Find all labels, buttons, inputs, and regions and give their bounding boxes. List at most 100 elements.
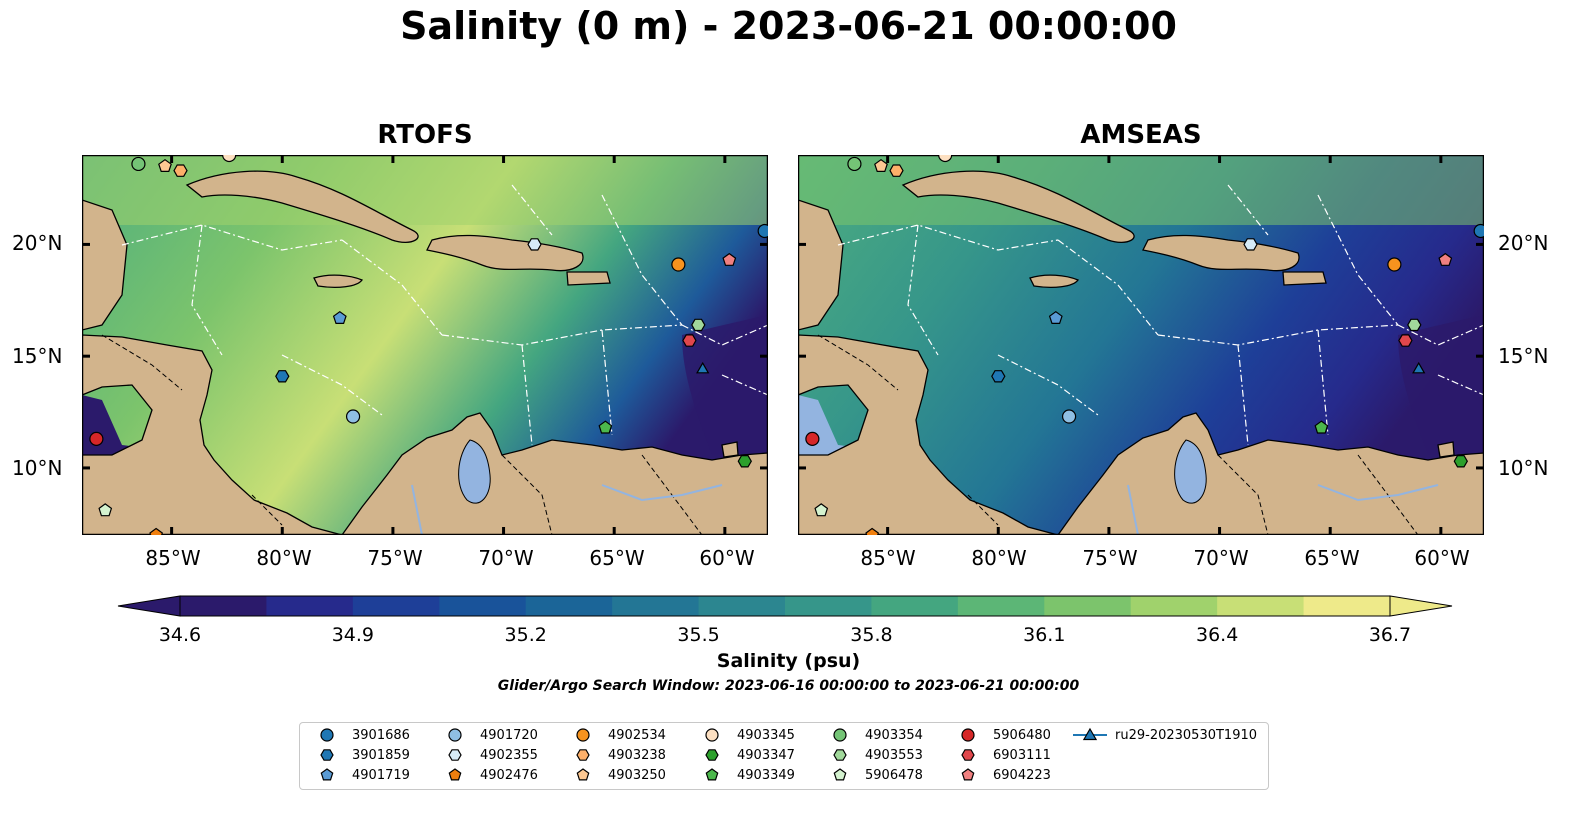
- legend-label: 4903345: [737, 727, 795, 743]
- legend-label: 4903347: [737, 747, 795, 763]
- circle-marker-icon: [705, 728, 719, 742]
- obs-marker-5906478[interactable]: [98, 503, 113, 517]
- lon-label-80w-left: 80°W: [256, 546, 312, 570]
- lon-label-75w-left: 75°W: [367, 546, 423, 570]
- legend-label: 4901720: [480, 727, 538, 743]
- obs-marker-4903349[interactable]: [598, 420, 613, 434]
- obs-marker-4902355[interactable]: [527, 238, 542, 251]
- obs-marker-4902534[interactable]: [671, 257, 686, 272]
- legend-item-5906480: 5906480: [951, 726, 1051, 744]
- obs-marker-4903238[interactable]: [173, 164, 188, 177]
- obs-marker-ru29-20230530T1910[interactable]: [696, 361, 710, 374]
- legend-label: 4902476: [480, 767, 538, 783]
- obs-marker-3901686[interactable]: [1473, 223, 1484, 239]
- legend: 3901686 3901859 4901719 4901720 4902355 49024…: [299, 722, 1269, 790]
- legend-item-3901859: 3901859: [310, 746, 410, 764]
- legend-item-4901719: 4901719: [310, 766, 410, 784]
- triangle-line-marker-icon: [1073, 727, 1107, 741]
- legend-label: 4903238: [608, 747, 666, 763]
- obs-marker-6903111[interactable]: [682, 334, 697, 347]
- obs-marker-4903347[interactable]: [737, 455, 752, 468]
- salinity-colorbar: [117, 595, 1453, 617]
- rtofs-salinity-map[interactable]: [82, 155, 768, 535]
- obs-marker-4901719[interactable]: [332, 310, 347, 324]
- legend-label: 4902355: [480, 747, 538, 763]
- amseas-salinity-map[interactable]: [798, 155, 1484, 535]
- obs-marker-4903250[interactable]: [874, 158, 888, 172]
- colorbar-tick-label: 34.9: [331, 624, 374, 646]
- legend-item-ru29-20230530T1910: ru29-20230530T1910: [1073, 726, 1257, 744]
- obs-marker-ru29-20230530T1910[interactable]: [1412, 361, 1426, 374]
- lon-label-85w-left: 85°W: [145, 546, 201, 570]
- pentagon-marker-icon: [833, 768, 847, 781]
- lat-label-15n-left: 15°N: [12, 344, 63, 368]
- obs-marker-4902476[interactable]: [149, 527, 164, 536]
- legend-item-4901720: 4901720: [438, 726, 538, 744]
- legend-item-4902476: 4902476: [438, 766, 538, 784]
- obs-marker-4901720[interactable]: [1061, 409, 1077, 424]
- legend-item-4903354: 4903354: [823, 726, 923, 744]
- lon-label-75w-right: 75°W: [1082, 546, 1138, 570]
- obs-marker-3901686[interactable]: [757, 223, 768, 239]
- obs-marker-3901859[interactable]: [991, 370, 1006, 383]
- hexagon-marker-icon: [705, 749, 719, 761]
- legend-item-6904223: 6904223: [951, 766, 1051, 784]
- obs-marker-4903250[interactable]: [158, 158, 172, 172]
- hexagon-marker-icon: [320, 749, 334, 761]
- legend-item-4902355: 4902355: [438, 746, 538, 764]
- obs-marker-4903347[interactable]: [1453, 455, 1468, 468]
- legend-label: 3901686: [352, 727, 410, 743]
- legend-item-4903349: 4903349: [695, 766, 795, 784]
- colorbar-bin: [439, 596, 527, 616]
- obs-marker-4902534[interactable]: [1387, 257, 1402, 272]
- obs-marker-4902355[interactable]: [1243, 238, 1258, 251]
- hexagon-marker-icon: [448, 749, 462, 761]
- obs-marker-4901719[interactable]: [1048, 310, 1063, 324]
- obs-marker-6903111[interactable]: [1398, 334, 1413, 347]
- legend-label: 4901719: [352, 767, 410, 783]
- hexagon-marker-icon: [576, 749, 590, 761]
- legend-label: 4903349: [737, 767, 795, 783]
- legend-label: 3901859: [352, 747, 410, 763]
- legend-label: 5906480: [993, 727, 1051, 743]
- legend-label: 4903354: [865, 727, 923, 743]
- pentagon-marker-icon: [705, 768, 719, 781]
- obs-marker-5906480[interactable]: [805, 431, 820, 446]
- circle-marker-icon: [833, 728, 847, 742]
- obs-marker-6904223[interactable]: [722, 252, 737, 266]
- obs-marker-6904223[interactable]: [1438, 252, 1453, 266]
- legend-label: 5906478: [865, 767, 923, 783]
- lon-label-60w-right: 60°W: [1414, 546, 1470, 570]
- legend-item-4903238: 4903238: [566, 746, 666, 764]
- colorbar-tick-label: 35.5: [677, 624, 720, 646]
- circle-marker-icon: [320, 728, 334, 742]
- hexagon-marker-icon: [833, 749, 847, 761]
- obs-marker-4903345[interactable]: [938, 155, 953, 163]
- obs-marker-3901859[interactable]: [275, 370, 290, 383]
- circle-marker-icon: [448, 728, 462, 742]
- colorbar-bin: [1130, 596, 1218, 616]
- obs-marker-5906480[interactable]: [89, 431, 104, 446]
- obs-marker-4901720[interactable]: [345, 409, 361, 424]
- lat-label-15n-right: 15°N: [1498, 344, 1549, 368]
- obs-marker-4903354[interactable]: [131, 156, 146, 172]
- lon-label-65w-left: 65°W: [589, 546, 645, 570]
- obs-marker-4903553[interactable]: [691, 318, 706, 332]
- obs-marker-5906478[interactable]: [814, 503, 829, 517]
- obs-marker-4903354[interactable]: [847, 156, 862, 172]
- obs-marker-4903238[interactable]: [889, 164, 904, 177]
- colorbar-bin: [957, 596, 1045, 616]
- obs-marker-4903349[interactable]: [1314, 420, 1329, 434]
- panel-title-rtofs: RTOFS: [377, 120, 473, 150]
- colorbar-extend-high: [1389, 595, 1453, 617]
- search-window-note: Glider/Argo Search Window: 2023-06-16 00…: [497, 678, 1080, 694]
- legend-item-6903111: 6903111: [951, 746, 1051, 764]
- colorbar-tick-label: 35.8: [850, 624, 893, 646]
- obs-marker-4903345[interactable]: [222, 155, 237, 163]
- obs-marker-4903553[interactable]: [1407, 318, 1422, 332]
- colorbar-tick-label: 36.4: [1195, 624, 1239, 646]
- hexagon-marker-icon: [961, 749, 975, 761]
- lon-label-65w-right: 65°W: [1304, 546, 1360, 570]
- legend-label: 6904223: [993, 767, 1051, 783]
- obs-marker-4902476[interactable]: [865, 527, 880, 536]
